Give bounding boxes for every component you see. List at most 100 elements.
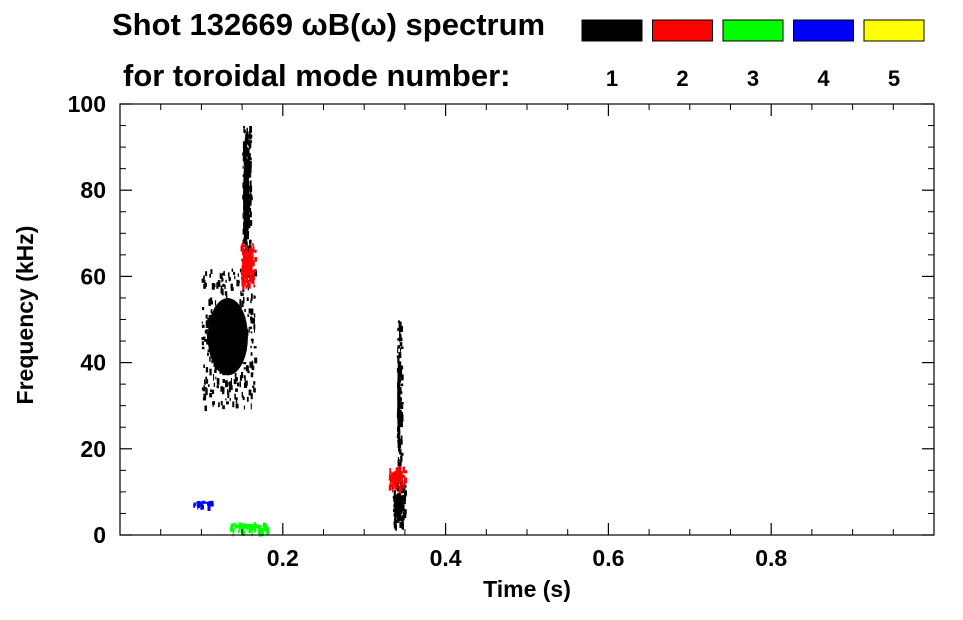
spectrum-speck [234, 372, 237, 378]
spectrum-speck [400, 490, 403, 494]
spectrum-speck [264, 523, 267, 526]
spectrum-speck [242, 331, 244, 336]
spectrum-speck [242, 273, 245, 280]
spectrum-region-mode-1 [392, 484, 407, 531]
spectrum-speck [251, 529, 253, 537]
spectrum-speck [402, 490, 405, 493]
spectrum-speck [246, 283, 250, 288]
spectrum-speck [206, 341, 209, 345]
spectrum-speck [243, 367, 246, 370]
spectrum-speck [238, 528, 240, 533]
y-tick-label: 100 [68, 91, 106, 117]
spectrum-speck [201, 341, 204, 346]
spectrum-speck [239, 381, 241, 388]
spectrum-speck [399, 327, 401, 331]
spectrum-speck [225, 363, 229, 368]
spectrum-speck [222, 379, 226, 383]
spectrum-speck [248, 139, 250, 147]
spectrum-speck [393, 485, 395, 489]
spectrum-speck [230, 378, 232, 382]
spectrum-speck [227, 337, 230, 341]
spectrum-speck [230, 283, 233, 289]
spectrum-speck [402, 525, 404, 530]
spectrum-speck [218, 306, 221, 311]
spectrum-speck [211, 360, 213, 364]
x-tick-label: 0.4 [430, 545, 462, 571]
spectrum-speck [257, 527, 261, 535]
legend-mode-label: 1 [606, 66, 618, 91]
spectrum-speck [394, 514, 397, 519]
spectrum-speck [252, 279, 255, 284]
x-tick-label: 0.8 [755, 545, 787, 571]
spectrum-speck [247, 215, 250, 221]
spectrum-speck [243, 405, 245, 410]
spectrum-speck [211, 503, 214, 506]
spectrum-speck [243, 191, 246, 196]
spectrum-speck [247, 366, 249, 372]
spectrum-speck [235, 403, 239, 409]
spectrum-speck [397, 347, 399, 354]
spectrum-speck [390, 476, 393, 483]
spectrum-speck [400, 507, 403, 511]
spectrum-speck [398, 438, 402, 444]
spectrum-speck [237, 339, 239, 346]
spectrum-speck [249, 275, 251, 281]
spectrum-speck [398, 487, 402, 494]
spectrum-speck [243, 375, 246, 378]
spectrum-speck [243, 129, 246, 133]
spectrum-speck [249, 196, 252, 204]
spectrum-speck [234, 275, 236, 280]
spectrum-speck [242, 182, 246, 189]
spectrum-speck [247, 287, 249, 291]
spectrum-speck [250, 293, 253, 299]
spectrum-speck [396, 355, 400, 359]
spectrum-speck [218, 326, 221, 334]
spectrum-speck [240, 314, 243, 321]
spectrum-speck [227, 315, 230, 322]
chart-title: Shot 132669 ωB(ω) spectrum [112, 7, 545, 42]
spectrum-speck [248, 527, 251, 534]
spectrum-speck [214, 369, 217, 373]
spectrum-speck [243, 296, 245, 304]
legend-swatch [652, 19, 713, 42]
spectrum-speck [245, 225, 248, 229]
spectrum-speck [395, 506, 398, 510]
spectrum-speck [243, 205, 246, 211]
spectrum-speck [243, 146, 246, 153]
spectrum-speck [398, 516, 401, 521]
spectrum-speck [223, 271, 225, 276]
spectrum-speck [205, 314, 208, 319]
spectrum-speck [244, 160, 247, 166]
spectrum-speck [247, 279, 250, 286]
spectrum-speck [210, 335, 213, 342]
spectrum-speck [392, 495, 394, 500]
spectrum-speck [402, 474, 405, 478]
spectrum-speck [248, 258, 250, 262]
legend-swatch [863, 19, 925, 42]
spectrum-speck [253, 274, 255, 280]
spectrum-speck [397, 385, 400, 392]
legend-mode-label: 4 [817, 66, 830, 91]
spectrum-speck [243, 222, 246, 227]
spectrum-speck [226, 401, 229, 405]
spectrum-speck [229, 381, 232, 386]
spectrum-speck [397, 376, 401, 381]
spectrum-speck [221, 315, 223, 322]
spectrum-speck [394, 519, 398, 524]
x-tick-label: 0.6 [592, 545, 624, 571]
spectrum-speck [247, 167, 250, 174]
spectrum-speck [243, 244, 246, 248]
spectrum-speck [246, 186, 250, 192]
spectrum-speck [248, 270, 249, 273]
spectrum-speck [243, 218, 246, 226]
spectrum-speck [201, 278, 204, 283]
spectrum-speck [247, 259, 250, 264]
spectrum-speck [226, 307, 229, 311]
spectrum-speck [230, 305, 234, 310]
spectrum-speck [243, 200, 245, 203]
spectrum-speck [215, 376, 217, 380]
spectrum-speck [397, 426, 400, 432]
spectrum-speck [230, 526, 234, 531]
spectrum-speck [217, 311, 221, 317]
spectrum-speck [246, 198, 250, 204]
